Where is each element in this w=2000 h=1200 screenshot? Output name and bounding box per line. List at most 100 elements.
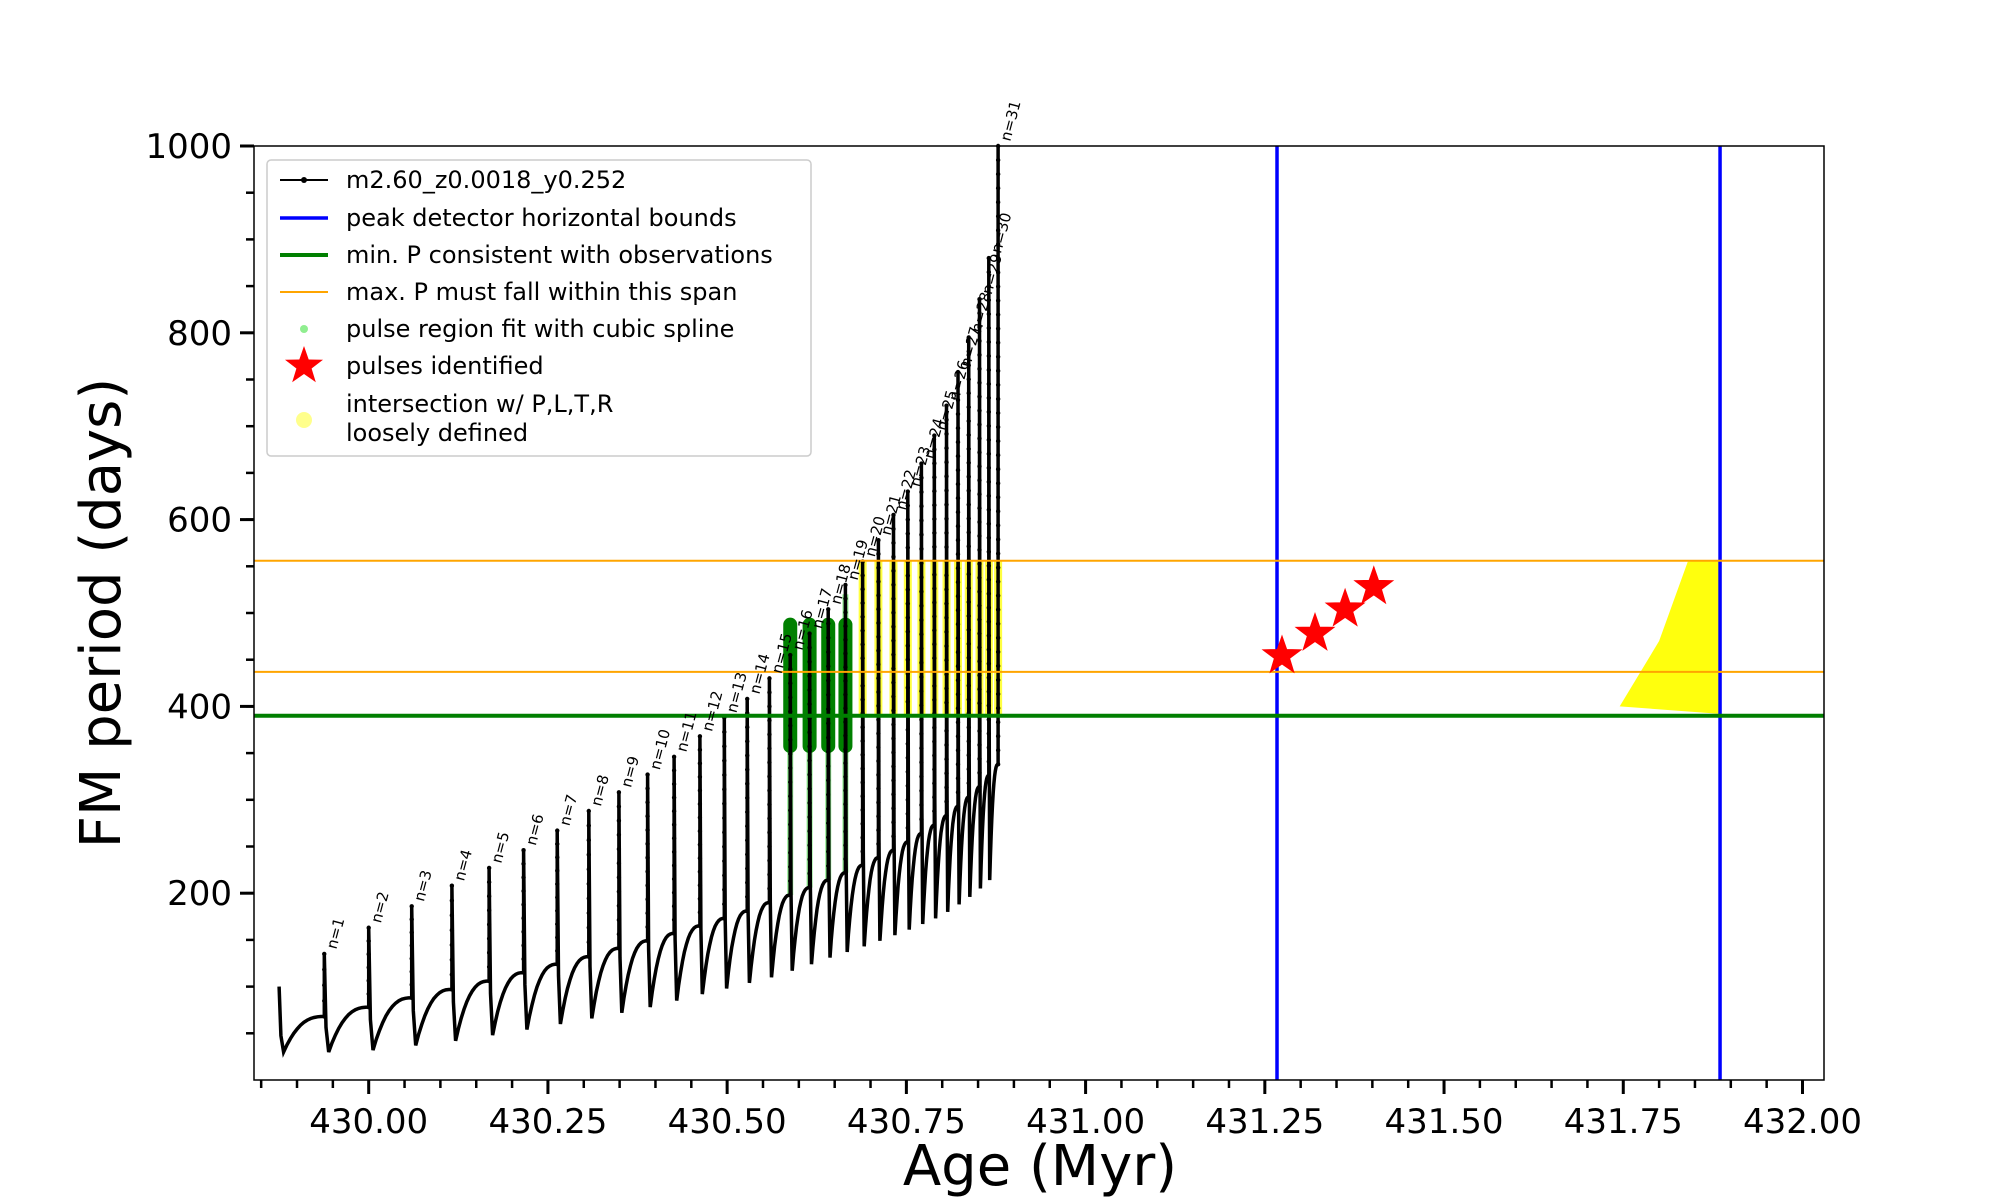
legend-box (266, 159, 812, 457)
y-tick-label: 200 (167, 874, 232, 914)
track-point (986, 577, 992, 582)
track-point (807, 843, 812, 848)
track-point (955, 607, 961, 613)
track-point (697, 896, 703, 902)
track-point (986, 479, 992, 485)
track-point (986, 759, 992, 764)
track-point (807, 828, 812, 834)
track-point (807, 885, 812, 890)
track-point (826, 820, 831, 826)
track-point (767, 830, 772, 835)
track-point (843, 760, 848, 766)
track-point (995, 649, 1001, 655)
track-point (555, 935, 560, 940)
track-point (955, 692, 961, 697)
track-point (905, 615, 911, 620)
track-point (932, 794, 937, 800)
track-point (860, 862, 865, 868)
track-point (966, 655, 971, 660)
track-point (986, 255, 992, 261)
track-point (966, 446, 971, 452)
track-point (955, 565, 961, 571)
legend-label-line2: loosely defined (346, 419, 528, 447)
track-point (767, 816, 772, 821)
track-point (645, 883, 650, 888)
track-point (586, 939, 591, 945)
track-point (944, 771, 949, 776)
track-point (919, 489, 924, 495)
track-point (891, 750, 896, 755)
track-point (891, 764, 896, 769)
track-point (966, 780, 971, 786)
track-point (843, 692, 848, 697)
track-point (955, 678, 961, 683)
track-point (955, 537, 961, 543)
track-point (966, 474, 971, 479)
track-point (919, 532, 924, 537)
track-point (995, 705, 1001, 711)
track-point (919, 788, 924, 793)
track-point (986, 521, 992, 526)
track-point (788, 681, 793, 686)
track-point (995, 410, 1001, 416)
track-point (745, 809, 750, 815)
track-point (807, 871, 812, 876)
pulse-label: n=31 (997, 99, 1025, 143)
track-point (843, 870, 848, 875)
track-point (876, 579, 881, 584)
track-point (966, 683, 971, 688)
track-point (995, 354, 1001, 359)
track-point (616, 790, 622, 795)
track-point (977, 756, 982, 762)
track-point (977, 547, 982, 553)
track-point (860, 614, 865, 620)
track-point (977, 589, 982, 594)
track-point (767, 844, 772, 849)
track-point (826, 778, 831, 783)
track-point (616, 931, 622, 937)
track-point (586, 808, 591, 814)
track-point (860, 573, 865, 578)
track-point (986, 591, 992, 596)
track-point (788, 765, 793, 771)
track-point (788, 751, 793, 757)
track-point (876, 731, 881, 736)
track-point (767, 788, 772, 793)
track-point (876, 717, 881, 722)
track-point (788, 737, 793, 742)
track-point (955, 481, 961, 487)
track-point (826, 835, 831, 840)
legend-swatch-spline (300, 325, 308, 333)
track-point (905, 601, 911, 606)
track-point (966, 432, 971, 438)
track-point (860, 793, 865, 799)
track-point (486, 865, 492, 871)
track-point (891, 596, 896, 601)
track-point (966, 599, 971, 605)
track-point (986, 717, 992, 722)
track-point (932, 433, 937, 438)
track-point (995, 509, 1001, 514)
track-point (919, 632, 924, 637)
track-point (697, 788, 703, 793)
track-point (955, 453, 961, 459)
track-point (977, 519, 982, 525)
track-point (966, 488, 971, 493)
track-point (745, 866, 750, 871)
track-point (826, 721, 831, 726)
track-point (645, 910, 650, 916)
track-point (995, 719, 1001, 725)
track-point (826, 763, 831, 769)
track-point (826, 621, 831, 626)
track-point (966, 641, 971, 647)
pulse-star (1294, 611, 1336, 651)
track-point (876, 758, 881, 764)
track-point (722, 801, 727, 806)
track-point (944, 615, 949, 620)
track-point (977, 617, 982, 622)
track-point (977, 561, 982, 567)
track-point (876, 662, 881, 667)
track-point (616, 846, 622, 852)
track-point (944, 573, 949, 578)
track-point (977, 784, 982, 789)
